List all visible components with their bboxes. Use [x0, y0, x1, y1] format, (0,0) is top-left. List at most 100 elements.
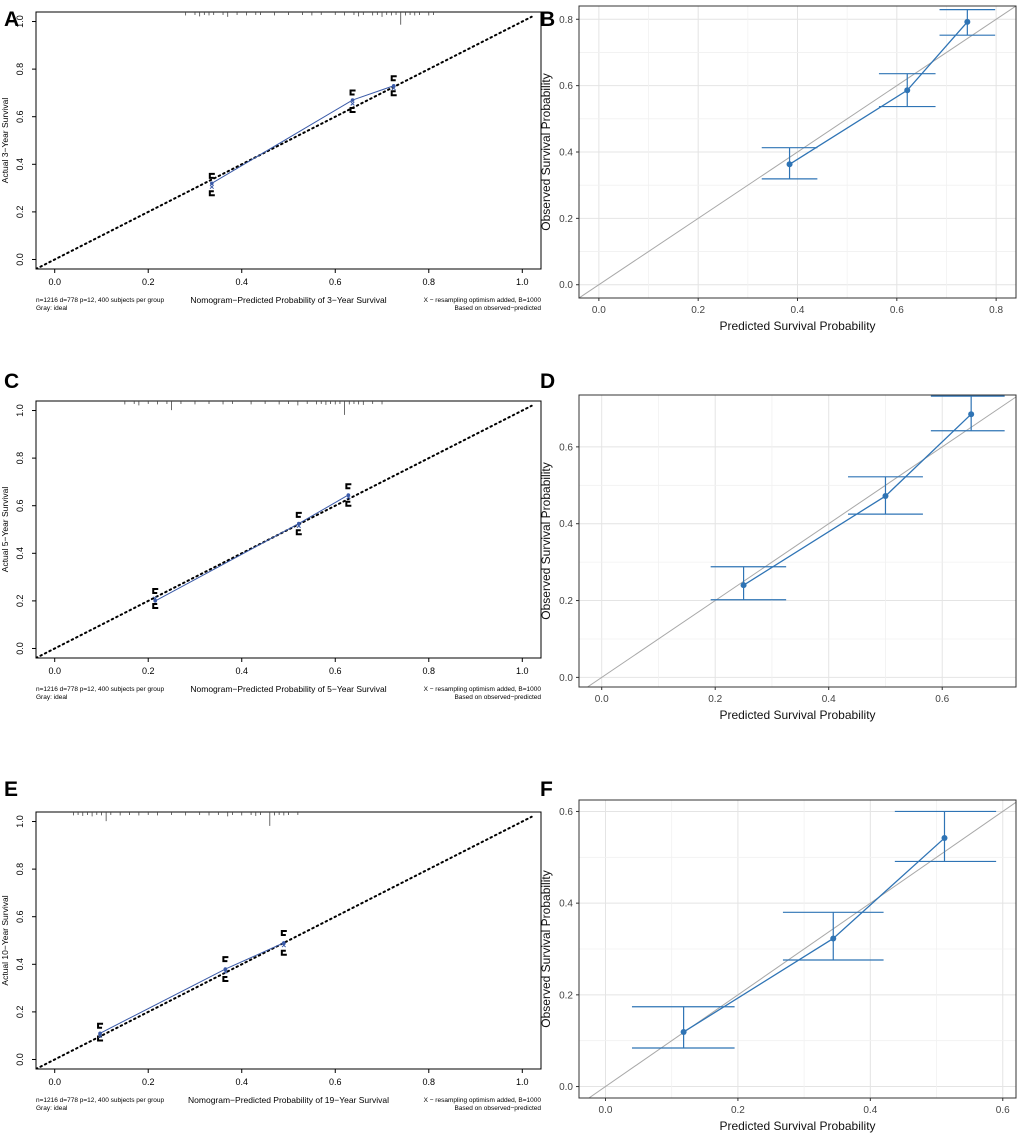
y-tick-label: 0.4	[15, 547, 25, 560]
error-cap-upper	[208, 172, 215, 179]
y-tick-label: 0.0	[559, 280, 573, 291]
y-tick-label: 0.0	[15, 1053, 25, 1066]
error-cap-lower	[208, 190, 215, 197]
panel-label-e: E	[4, 778, 18, 801]
x-tick-label: 1.0	[516, 666, 529, 676]
y-tick-label: 0.2	[15, 1006, 25, 1019]
error-cap-lower	[349, 106, 356, 113]
x-tick-label: 0.0	[48, 277, 61, 287]
panel-c: C 0.0 0.2 0.4 0.6 0.8 1.0 0.0 0.2 0.4 0.6 0.8 1.0 Nom…	[0, 370, 542, 701]
x-tick-label: 0.2	[691, 305, 705, 316]
y-tick-label: 0.2	[15, 595, 25, 608]
data-point	[830, 935, 837, 942]
y-axis-label: Actual 5−Year Survival	[0, 487, 10, 573]
x-tick-label: 0.6	[329, 277, 342, 287]
y-axis-label: Actual 10−Year Survival	[0, 895, 10, 985]
data-point	[210, 181, 214, 186]
ideal-line	[587, 396, 1016, 687]
x-tick-label: 0.6	[890, 305, 904, 316]
footnote-right: Based on observed−predicted	[454, 305, 541, 312]
error-cap-upper	[280, 929, 287, 936]
x-tick-label: 0.4	[235, 277, 248, 287]
panel-f: F 0.0 0.2 0.4 0.6 0.0 0.2 0.4 0.6 Predicted Survi…	[539, 778, 1017, 1133]
data-point	[680, 1028, 687, 1035]
x-tick-label: 0.0	[48, 1077, 61, 1087]
footnote-left: Gray: ideal	[36, 1105, 68, 1112]
data-point	[964, 18, 971, 25]
x-axis-label: Predicted Survival Probability	[719, 319, 875, 333]
data-point	[740, 582, 747, 589]
ideal-line	[579, 6, 1016, 298]
panel-label-a: A	[4, 8, 19, 31]
optimism-mark	[209, 184, 214, 190]
y-tick-label: 0.4	[559, 519, 573, 530]
y-tick-label: 0.0	[559, 1082, 573, 1093]
x-tick-label: 0.8	[423, 277, 436, 287]
x-axis-label: Nomogram−Predicted Probability of 19−Yea…	[188, 1095, 389, 1105]
error-cap-lower	[222, 975, 229, 982]
y-tick-label: 0.4	[15, 958, 25, 971]
data-point	[882, 493, 889, 500]
optimism-mark	[97, 1033, 103, 1038]
x-tick-label: 1.0	[516, 277, 529, 287]
plot-border	[578, 799, 1017, 1099]
panel-label-d: D	[540, 370, 555, 393]
y-tick-label: 0.8	[15, 863, 25, 876]
optimism-mark	[223, 969, 228, 974]
x-axis-label: Nomogram−Predicted Probability of 3−Year…	[190, 295, 386, 305]
error-cap-lower	[280, 949, 287, 956]
y-tick-label: 0.6	[559, 442, 573, 453]
panel-a: A 0.0 0.2 0.4 0.6 0.8 1.0 0.0 0.2 0.4 0.6 0.8 1.0 Nom…	[0, 8, 542, 312]
panel-b: B 0.0 0.2 0.4 0.6 0.8 0.0 0.2 0.4 0.6 0.8 Predicted…	[539, 5, 1017, 333]
footnote-left: Gray: ideal	[36, 694, 68, 701]
error-cap-upper	[97, 1022, 104, 1029]
optimism-mark	[296, 523, 301, 529]
y-tick-label: 0.8	[559, 15, 573, 26]
footnote-left: Gray: ideal	[36, 305, 68, 312]
data-point	[786, 161, 793, 168]
x-tick-label: 0.2	[708, 694, 722, 705]
y-tick-label: 0.8	[15, 452, 25, 465]
y-tick-label: 0.2	[15, 206, 25, 219]
x-tick-label: 0.4	[863, 1105, 877, 1116]
footnote-right: X − resampling optimism added, B=1000	[424, 1097, 542, 1104]
x-tick-label: 0.0	[592, 305, 606, 316]
series-line	[743, 413, 972, 586]
x-tick-label: 1.0	[516, 1077, 529, 1087]
optimism-mark	[346, 495, 351, 500]
y-tick-label: 1.0	[15, 404, 25, 417]
y-tick-label: 0.8	[15, 63, 25, 76]
error-cap-upper	[222, 956, 229, 963]
error-cap-upper	[152, 587, 159, 594]
data-point	[941, 835, 948, 842]
error-cap-lower	[390, 90, 397, 97]
footnote-right: Based on observed−predicted	[454, 694, 541, 701]
y-tick-label: 0.0	[15, 253, 25, 266]
x-tick-label: 0.4	[235, 666, 248, 676]
error-cap-lower	[152, 603, 159, 610]
x-tick-label: 0.4	[235, 1077, 248, 1087]
y-tick-label: 0.4	[559, 899, 573, 910]
y-axis-label: Observed Survival Probability	[539, 73, 553, 230]
footnote-left: n=1216 d=778 p=12, 400 subjects per grou…	[36, 297, 165, 304]
x-tick-label: 0.8	[989, 305, 1003, 316]
plot-border	[578, 394, 1017, 688]
series-line	[789, 21, 968, 165]
y-tick-label: 0.6	[559, 807, 573, 818]
y-tick-label: 0.6	[15, 499, 25, 512]
x-axis-label: Nomogram−Predicted Probability of 5−Year…	[190, 684, 386, 694]
x-tick-label: 0.0	[599, 1105, 613, 1116]
y-tick-label: 0.0	[15, 642, 25, 655]
footnote-left: n=1216 d=778 p=12, 400 subjects per grou…	[36, 1097, 165, 1104]
y-tick-label: 0.6	[15, 110, 25, 123]
x-axis-label: Predicted Survival Probability	[719, 1119, 875, 1133]
y-tick-label: 0.2	[559, 596, 573, 607]
optimism-mark	[391, 85, 396, 91]
x-tick-label: 0.2	[731, 1105, 745, 1116]
y-tick-label: 0.0	[559, 673, 573, 684]
x-tick-label: 0.4	[822, 694, 836, 705]
y-tick-label: 0.6	[15, 910, 25, 923]
error-cap-lower	[295, 529, 302, 536]
panel-label-b: B	[540, 8, 555, 31]
footnote-right: Based on observed−predicted	[454, 1105, 541, 1112]
